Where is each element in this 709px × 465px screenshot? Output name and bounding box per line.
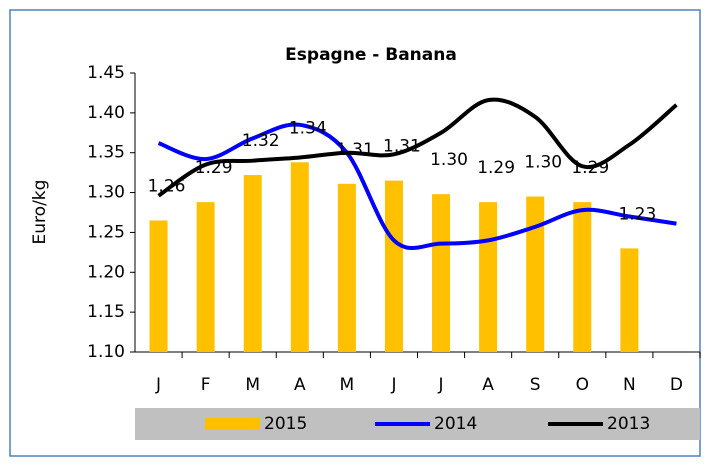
- x-tick-label: A: [294, 375, 306, 395]
- legend-label: 2014: [434, 414, 477, 434]
- data-label: 1.32: [242, 131, 280, 151]
- x-tick-label: F: [201, 375, 211, 395]
- x-tick-label: M: [245, 375, 260, 395]
- y-tick-label: 1.20: [87, 262, 125, 282]
- bar: [573, 202, 592, 352]
- chart-title: Espagne - Banana: [285, 45, 457, 65]
- x-tick-label: J: [390, 375, 396, 395]
- x-tick-label: O: [576, 375, 589, 395]
- line: [157, 122, 677, 251]
- bar: [290, 162, 309, 352]
- bar: [384, 180, 403, 352]
- x-tick-label: D: [670, 375, 683, 395]
- y-tick-label: 1.45: [87, 63, 125, 83]
- x-tick-label: M: [340, 375, 355, 395]
- data-label: 1.34: [289, 118, 327, 138]
- bar: [196, 202, 215, 352]
- bar: [243, 175, 262, 352]
- y-tick-label: 1.25: [87, 222, 125, 242]
- y-axis-label: Euro/kg: [30, 180, 50, 245]
- data-label: 1.30: [524, 153, 562, 173]
- line: [157, 97, 678, 198]
- x-tick-label: A: [482, 375, 494, 395]
- legend-label: 2013: [607, 414, 650, 434]
- y-tick-label: 1.35: [87, 143, 125, 163]
- data-label: 1.29: [195, 158, 233, 178]
- x-tick-label: N: [623, 375, 636, 395]
- data-label: 1.29: [571, 158, 609, 178]
- x-tick-label: J: [155, 375, 161, 395]
- data-label: 1.26: [148, 176, 186, 196]
- bar: [432, 194, 451, 352]
- legend-swatch: [205, 418, 260, 430]
- data-label: 1.30: [430, 150, 468, 170]
- y-tick-label: 1.30: [87, 183, 125, 203]
- bar: [526, 196, 545, 352]
- bar: [479, 202, 498, 352]
- bar: [337, 183, 356, 352]
- bar: [620, 248, 639, 352]
- data-label: 1.31: [383, 137, 421, 157]
- data-label: 1.31: [336, 140, 374, 160]
- x-tick-label: S: [530, 375, 541, 395]
- data-label: 1.23: [618, 204, 656, 224]
- bar: [149, 220, 168, 352]
- y-tick-label: 1.10: [87, 342, 125, 362]
- x-tick-label: J: [438, 375, 444, 395]
- y-tick-label: 1.40: [87, 103, 125, 123]
- y-tick-label: 1.15: [87, 302, 125, 322]
- data-label: 1.29: [477, 158, 515, 178]
- legend-label: 2015: [264, 414, 307, 434]
